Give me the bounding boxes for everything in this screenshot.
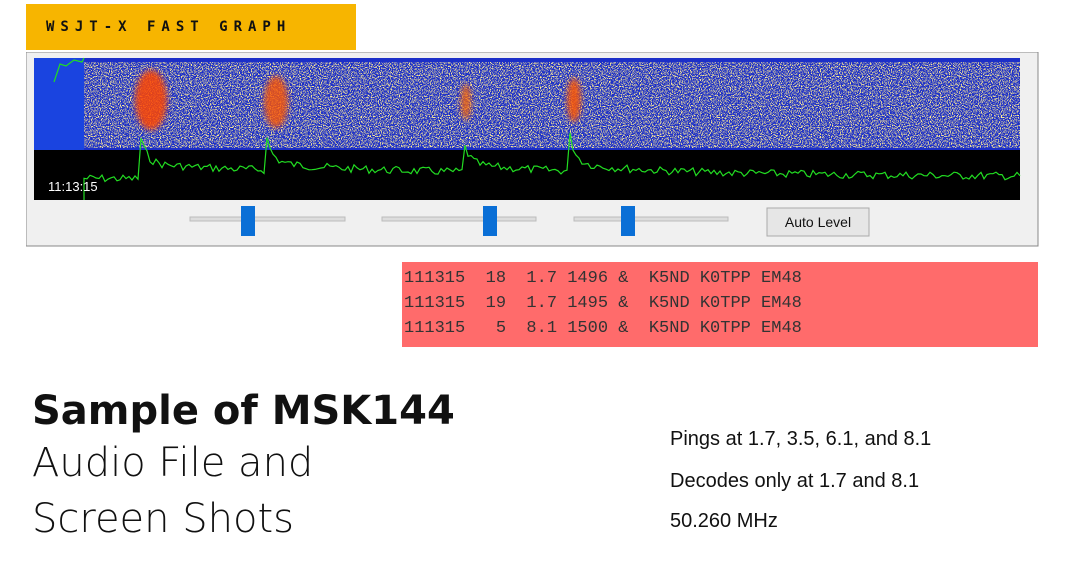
signal-trace-top <box>53 57 85 83</box>
button-label[interactable]: Auto Level <box>785 214 851 230</box>
timestamp: 11:13:15 <box>48 179 98 194</box>
decode-row: 111315 5 8.1 1500 & K5ND K0TPP EM48 <box>404 319 802 338</box>
note: 50.260 MHz <box>670 510 778 532</box>
decode-list: 111315 18 1.7 1496 & K5ND K0TPP EM48 1113… <box>402 262 1038 347</box>
note: Decodes only at 1.7 and 8.1 <box>670 470 920 492</box>
sliders <box>189 206 729 236</box>
signal-area <box>34 150 1020 200</box>
heading-line: Audio File and <box>32 440 314 486</box>
spectrogram-noise <box>84 62 1020 148</box>
heading-line: Screen Shots <box>32 496 294 542</box>
pings <box>135 70 581 130</box>
fast-graph-screenshot: 11:13:15 Auto Level <box>26 52 1039 247</box>
section-label: WSJT-X FAST GRAPH <box>26 4 356 50</box>
spectrogram-edge <box>34 58 84 150</box>
auto-level-button[interactable] <box>766 207 870 237</box>
heading-title: Sample of MSK144 <box>32 388 455 434</box>
note: Pings at 1.7, 3.5, 6.1, and 8.1 <box>670 428 932 450</box>
decode-row: 111315 19 1.7 1495 & K5ND K0TPP EM48 <box>404 294 802 313</box>
decode-row: 111315 18 1.7 1496 & K5ND K0TPP EM48 <box>404 269 802 288</box>
signal-trace <box>83 132 1021 200</box>
